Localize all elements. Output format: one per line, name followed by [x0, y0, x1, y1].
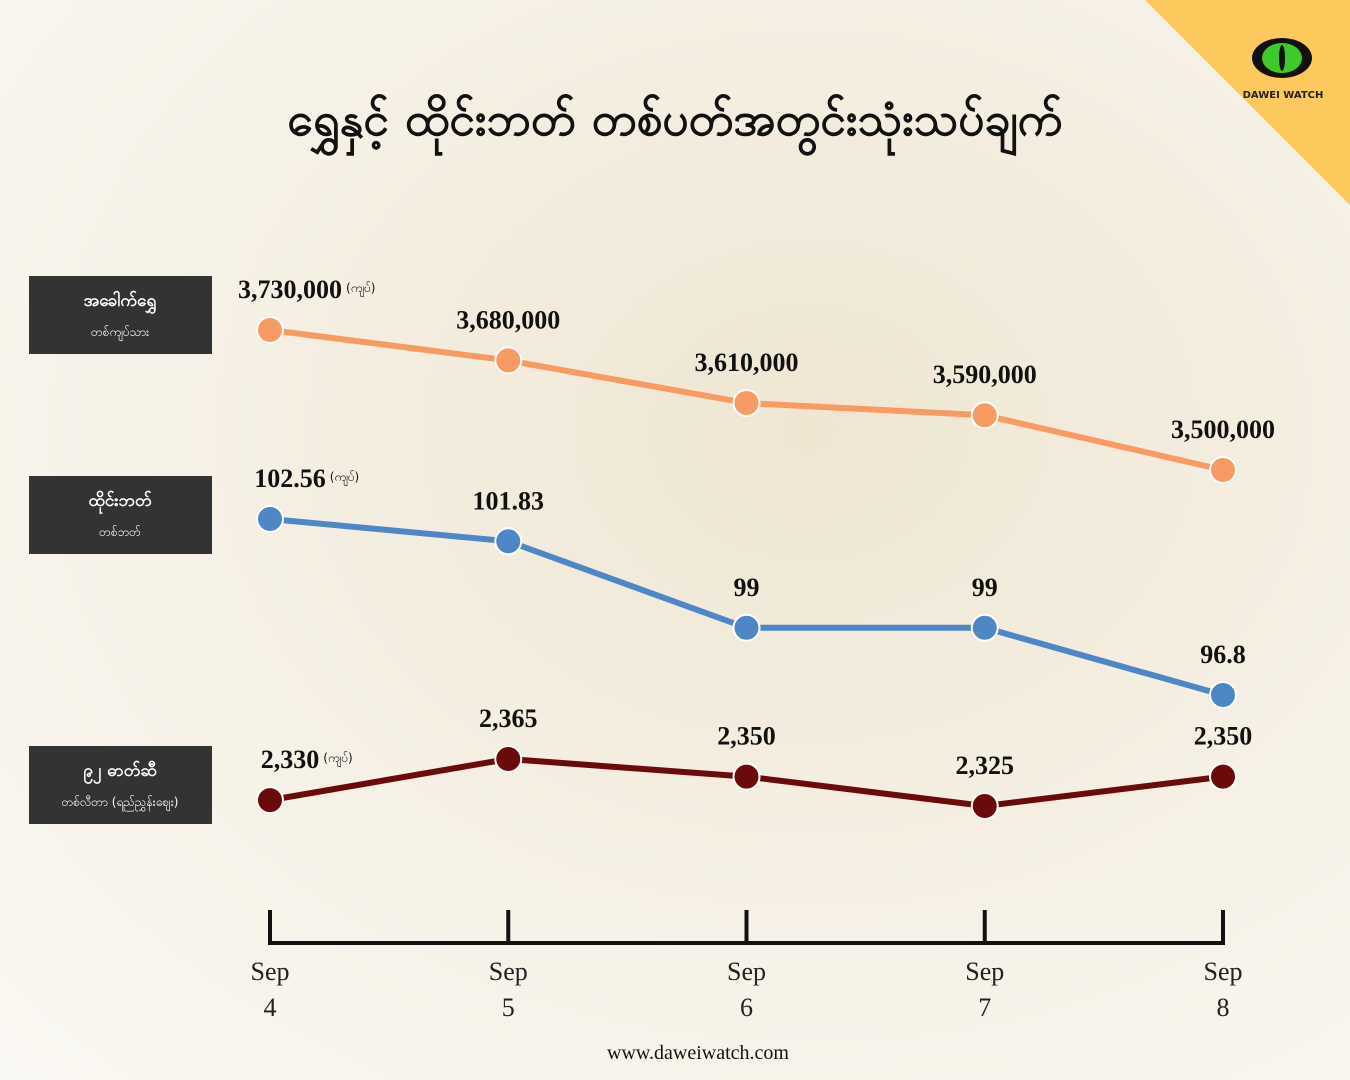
data-label: 3,680,000	[456, 305, 560, 334]
series-box	[29, 476, 212, 554]
unit-label: (ကျပ်)	[346, 280, 375, 298]
x-tick-label: Sep 8	[1203, 957, 1243, 1022]
x-tick-label: Sep 6	[727, 957, 766, 1022]
x-tick-label: Sep 5	[488, 957, 528, 1022]
series-box	[29, 746, 212, 824]
point	[1209, 456, 1237, 484]
data-label: 3,590,000	[933, 360, 1037, 389]
corner-banner	[1145, 0, 1350, 205]
point	[732, 613, 761, 642]
data-label: 3,730,000	[238, 275, 342, 304]
unit-label: (ကျပ်)	[323, 750, 352, 768]
data-label: 3,500,000	[1171, 415, 1275, 444]
series-line	[269, 516, 1224, 698]
point	[732, 762, 761, 791]
point	[256, 316, 284, 344]
point	[732, 389, 761, 418]
point	[970, 401, 999, 430]
data-label: 2,330	[261, 745, 320, 774]
chart-title: ရွှေနှင့် ထိုင်းဘတ် တစ်ပတ်အတွင်းသုံးသပ်ခ…	[287, 92, 1062, 157]
data-label: 3,610,000	[695, 348, 799, 377]
point	[494, 745, 523, 773]
series-name: အခေါက်ရွှေ	[84, 289, 157, 315]
data-label: 99	[972, 573, 998, 602]
point	[494, 346, 523, 375]
data-label: 102.56	[254, 464, 326, 493]
data-label: 101.83	[473, 486, 545, 515]
data-label: 99	[734, 573, 760, 602]
point	[494, 527, 523, 556]
point	[256, 505, 284, 533]
point	[970, 613, 999, 642]
source: www.daweiwatch.com	[607, 1042, 789, 1064]
data-label: 2,350	[1194, 722, 1253, 751]
data-label: 96.8	[1200, 640, 1246, 669]
x-tick-label: Sep 4	[250, 957, 290, 1022]
series-name: ထိုင်းဘတ်	[88, 490, 152, 515]
series-subtitle: တစ်ကျပ်သား	[91, 324, 149, 342]
point	[1209, 762, 1237, 791]
brand: DAWEI WATCH	[1243, 90, 1324, 101]
data-label: 2,350	[717, 722, 776, 751]
series-subtitle: တစ်ဘတ်	[99, 524, 141, 539]
unit-label: (ကျပ်)	[330, 469, 359, 487]
series-subtitle: တစ်လီတာ (ရည်ညွှန်းဈေး)	[62, 794, 179, 812]
x-tick-label: Sep 7	[965, 957, 1005, 1022]
point	[1209, 681, 1237, 709]
data-label: 2,325	[956, 751, 1015, 780]
series-name: ၉၂ ဓာတ်ဆီ	[83, 760, 157, 785]
point	[256, 786, 284, 815]
data-label: 2,365	[479, 704, 538, 733]
point	[970, 792, 999, 820]
series-box	[29, 276, 212, 354]
logo-pupil	[1279, 45, 1285, 71]
